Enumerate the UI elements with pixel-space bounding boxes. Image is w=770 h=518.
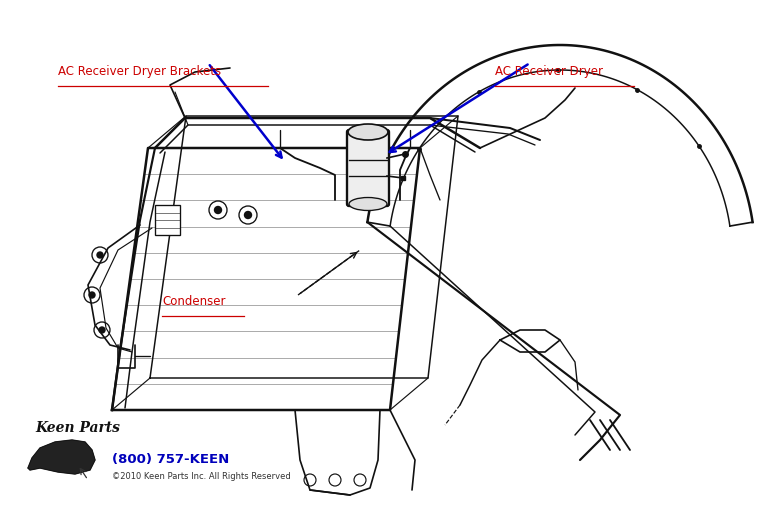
Text: Condenser: Condenser bbox=[162, 295, 226, 308]
FancyBboxPatch shape bbox=[347, 130, 389, 206]
Bar bbox=[155, 205, 180, 235]
Ellipse shape bbox=[349, 197, 387, 210]
Polygon shape bbox=[28, 440, 95, 474]
Circle shape bbox=[245, 211, 252, 219]
Text: AC Receiver Dryer Brackets: AC Receiver Dryer Brackets bbox=[58, 65, 221, 78]
Circle shape bbox=[97, 252, 103, 258]
Text: Keen Parts: Keen Parts bbox=[35, 421, 120, 435]
Circle shape bbox=[89, 292, 95, 298]
Circle shape bbox=[99, 327, 105, 333]
Text: AC Receiver Dryer: AC Receiver Dryer bbox=[495, 65, 603, 78]
Text: (800) 757-KEEN: (800) 757-KEEN bbox=[112, 453, 229, 466]
Circle shape bbox=[215, 207, 222, 213]
Ellipse shape bbox=[348, 124, 388, 140]
Text: ©2010 Keen Parts Inc. All Rights Reserved: ©2010 Keen Parts Inc. All Rights Reserve… bbox=[112, 472, 291, 481]
